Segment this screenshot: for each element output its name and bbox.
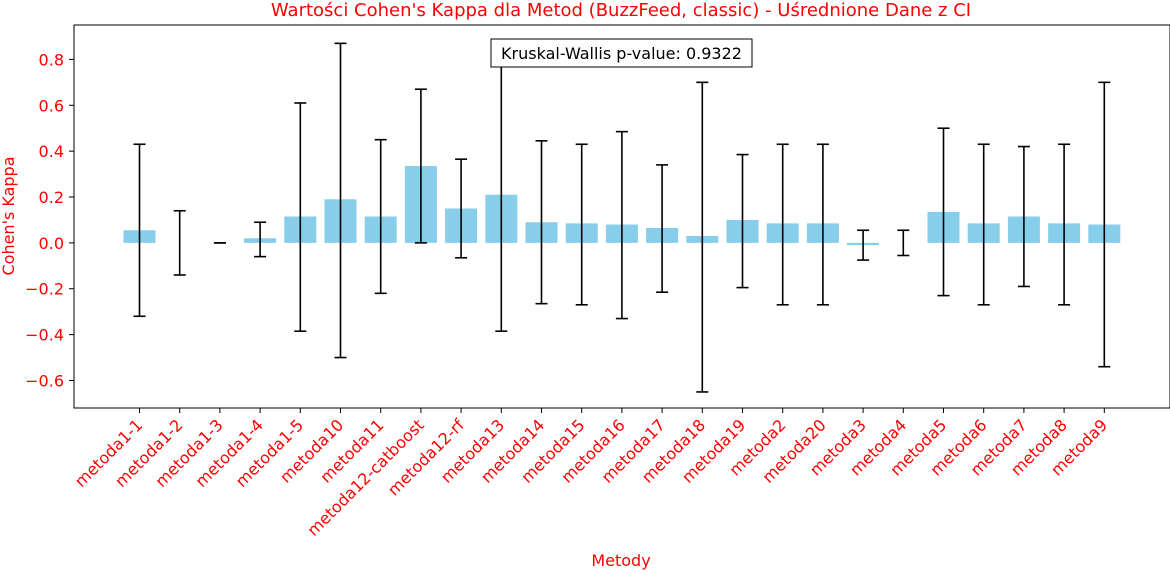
- error-bar-metoda14: [535, 140, 548, 305]
- error-bar-metoda1-4: [254, 221, 267, 258]
- y-axis-label: Cohen's Kappa: [0, 156, 18, 275]
- error-bar-metoda9: [1098, 81, 1111, 368]
- y-tick-label: 0.6: [39, 96, 64, 115]
- error-bar-metoda11: [374, 138, 387, 295]
- error-bar-metoda1-5: [294, 102, 307, 332]
- chart-title: Wartości Cohen's Kappa dla Metod (BuzzFe…: [271, 0, 971, 21]
- error-bar-metoda20: [816, 143, 829, 306]
- error-bar-metoda19: [736, 153, 749, 289]
- error-bar-metoda1-1: [133, 143, 146, 318]
- annotation-text: Kruskal-Wallis p-value: 0.9322: [501, 44, 742, 63]
- error-bar-metoda16: [615, 130, 628, 320]
- y-tick-label: −0.6: [25, 371, 64, 390]
- y-tick-label: −0.2: [25, 280, 64, 299]
- x-axis-label: Metody: [591, 551, 650, 570]
- annotation-box: Kruskal-Wallis p-value: 0.9322: [490, 38, 753, 68]
- error-bar-metoda7: [1017, 145, 1030, 288]
- y-tick-label: 0.2: [39, 188, 64, 207]
- y-tick-label: 0.8: [39, 50, 64, 69]
- y-tick-label: 0.4: [39, 142, 64, 161]
- error-bar-metoda3: [857, 229, 870, 261]
- error-bar-metoda12-rf: [455, 158, 468, 259]
- error-bar-metoda6: [977, 143, 990, 306]
- error-bar-metoda2: [776, 143, 789, 306]
- x-axis: metoda1-1metoda1-2metoda1-3metoda1-4meto…: [71, 408, 1111, 540]
- error-bar-metoda1-2: [173, 209, 186, 276]
- error-bar-metoda8: [1058, 143, 1071, 306]
- error-bar-metoda4: [897, 229, 910, 257]
- error-bars-group: [133, 42, 1111, 393]
- y-tick-label: 0.0: [39, 234, 64, 253]
- y-tick-label: −0.4: [25, 326, 64, 345]
- error-bar-metoda15: [575, 143, 588, 306]
- error-bar-metoda17: [656, 164, 669, 293]
- error-bar-metoda5: [937, 127, 950, 297]
- error-bar-metoda12-catboost: [414, 88, 427, 244]
- y-axis: −0.6 −0.4 −0.2 0.0 0.2 0.4 0.6 0.8: [25, 50, 74, 390]
- error-bar-metoda18: [696, 81, 709, 393]
- error-bar-metoda10: [334, 42, 347, 359]
